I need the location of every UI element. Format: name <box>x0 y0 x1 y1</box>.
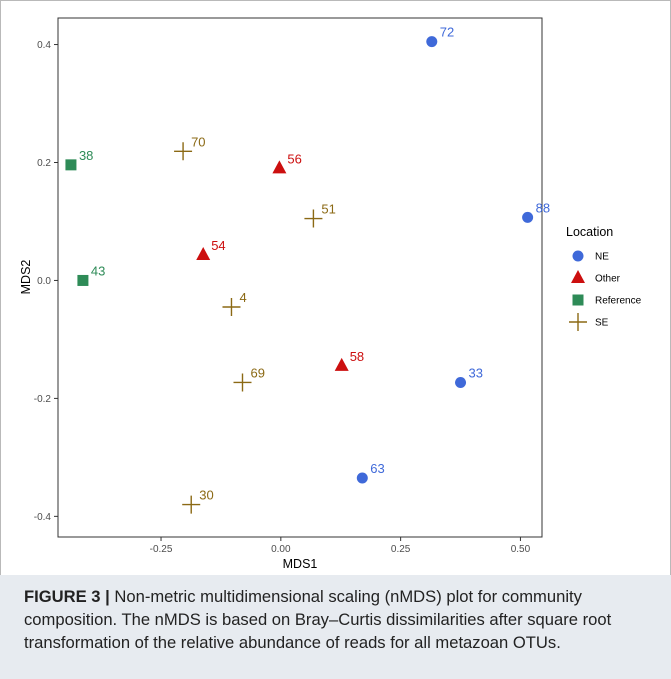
legend-key-ne <box>572 250 584 262</box>
point-se-69 <box>233 373 252 392</box>
y-axis: -0.4 -0.2 0.0 0.2 0.4 <box>34 40 58 523</box>
point-label-38: 38 <box>79 148 93 163</box>
point-label-30: 30 <box>199 488 213 503</box>
point-other-56 <box>272 160 287 174</box>
data-points <box>65 36 534 514</box>
plot-panel <box>57 17 543 538</box>
legend-title: Location <box>566 225 613 239</box>
legend-key-se <box>569 313 587 331</box>
legend-label-reference: Reference <box>595 296 642 307</box>
point-label-70: 70 <box>191 134 205 149</box>
y-tick-label: -0.4 <box>34 512 52 523</box>
point-label-63: 63 <box>370 461 384 476</box>
legend-key-other <box>571 269 585 283</box>
point-se-51 <box>304 209 323 228</box>
point-se-30 <box>182 495 201 514</box>
point-reference-43 <box>77 274 89 286</box>
x-tick-label: -0.25 <box>150 544 173 555</box>
point-ne-72 <box>426 36 438 48</box>
caption-label: FIGURE 3 | <box>24 587 110 606</box>
point-label-43: 43 <box>91 263 105 278</box>
legend-item-ne: NE <box>572 250 609 263</box>
y-tick-label: -0.2 <box>34 394 52 405</box>
legend-label-se: SE <box>595 318 609 329</box>
y-tick-label: 0.2 <box>37 158 51 169</box>
point-ne-63 <box>356 472 368 484</box>
point-label-4: 4 <box>239 290 246 305</box>
legend: Location NE Other Reference SE <box>566 225 642 331</box>
point-label-56: 56 <box>287 151 301 166</box>
legend-item-other: Other <box>571 269 621 285</box>
point-labels: 72 88 33 63 56 54 58 38 43 70 51 4 69 30 <box>79 25 550 503</box>
caption-body: Non-metric multidimensional scaling (nMD… <box>24 587 612 652</box>
y-tick-label: 0.4 <box>37 40 51 51</box>
legend-label-other: Other <box>595 274 621 285</box>
point-se-70 <box>174 142 193 161</box>
point-label-58: 58 <box>350 349 364 364</box>
point-label-72: 72 <box>440 25 454 40</box>
point-label-88: 88 <box>536 200 550 215</box>
point-label-51: 51 <box>321 202 335 217</box>
legend-label-ne: NE <box>595 252 609 263</box>
point-label-54: 54 <box>211 238 225 253</box>
point-ne-88 <box>522 211 534 223</box>
point-other-54 <box>196 247 211 261</box>
figure-caption: FIGURE 3 | Non-metric multidimensional s… <box>0 575 671 679</box>
x-axis: -0.25 0.00 0.25 0.50 <box>150 537 531 555</box>
legend-item-se: SE <box>569 313 609 331</box>
caption-text: FIGURE 3 | Non-metric multidimensional s… <box>24 585 654 654</box>
legend-item-reference: Reference <box>572 294 642 307</box>
x-tick-label: 0.50 <box>511 544 531 555</box>
point-label-69: 69 <box>250 365 264 380</box>
point-reference-38 <box>65 159 77 171</box>
y-tick-label: 0.0 <box>37 276 51 287</box>
legend-key-reference <box>572 294 584 306</box>
point-label-33: 33 <box>469 365 483 380</box>
y-axis-title: MDS2 <box>19 260 33 295</box>
point-ne-33 <box>455 376 467 388</box>
x-tick-label: 0.25 <box>391 544 411 555</box>
nmds-scatter-plot: -0.25 0.00 0.25 0.50 -0.4 -0.2 0.0 0.2 0.4 MDS1… <box>19 17 642 571</box>
point-se-4 <box>222 297 241 316</box>
x-axis-title: MDS1 <box>283 557 318 571</box>
point-other-58 <box>334 357 349 371</box>
x-tick-label: 0.00 <box>271 544 291 555</box>
